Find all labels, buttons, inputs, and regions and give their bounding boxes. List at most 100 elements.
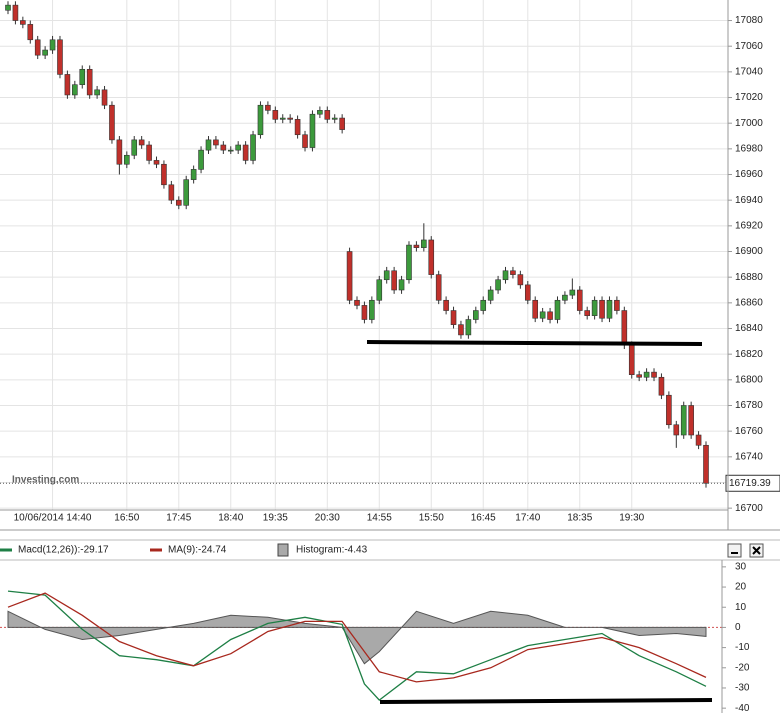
- candle-body: [161, 163, 167, 186]
- candle-body: [146, 144, 152, 161]
- candle-body: [599, 299, 605, 319]
- minimize-button[interactable]: [727, 543, 742, 558]
- candle-body: [250, 134, 256, 161]
- candle-body: [57, 39, 63, 75]
- y-tick-label: 16860: [735, 297, 763, 308]
- candle-body: [502, 270, 509, 281]
- support-line: [366, 340, 703, 346]
- candle-body: [621, 310, 628, 346]
- candle-body: [391, 270, 397, 291]
- candle-body: [101, 89, 108, 106]
- y-tick-label: -20: [735, 662, 750, 673]
- x-tick-label: 20:30: [315, 513, 340, 524]
- candle-body: [79, 68, 86, 85]
- x-tick-label: 14:55: [367, 513, 392, 524]
- x-tick-label: 10/06/2014 14:40: [14, 513, 92, 524]
- y-tick-label: 16740: [735, 451, 763, 462]
- candle-body: [703, 444, 709, 484]
- x-tick-label: 17:40: [515, 513, 540, 524]
- close-icon: [752, 546, 761, 555]
- candle-body: [406, 244, 412, 281]
- candle-body: [510, 270, 516, 275]
- candle-body: [272, 110, 279, 120]
- x-tick-label: 18:40: [218, 513, 243, 524]
- candle-body: [532, 299, 539, 319]
- candle-body: [12, 4, 19, 21]
- candle-body: [591, 299, 598, 316]
- candle-body: [331, 117, 338, 120]
- candle-body: [265, 104, 271, 111]
- y-tick-label: 0: [735, 622, 741, 633]
- x-tick-label: 19:30: [619, 513, 644, 524]
- candle-body: [376, 279, 383, 301]
- candle-body: [673, 424, 680, 436]
- candle-body: [34, 39, 41, 56]
- candle-body: [198, 149, 204, 170]
- candle-body: [562, 294, 568, 301]
- candle-body: [287, 117, 293, 120]
- candle-body: [205, 139, 212, 151]
- candle-body: [435, 274, 442, 301]
- candle-body: [413, 244, 420, 248]
- candle-body: [27, 24, 34, 41]
- candle-body: [168, 184, 175, 201]
- y-tick-label: 16820: [735, 349, 763, 360]
- candle-body: [64, 74, 71, 96]
- y-tick-label: -10: [735, 642, 750, 653]
- y-tick-label: 17060: [735, 41, 763, 52]
- candle-body: [383, 270, 390, 281]
- candle-body: [495, 279, 501, 291]
- candle-body: [72, 84, 78, 96]
- candle-body: [309, 113, 316, 148]
- x-tick-label: 16:45: [471, 513, 496, 524]
- candle-body: [339, 117, 345, 130]
- candle-body: [227, 149, 234, 152]
- last-price-label: 16719.39: [729, 478, 771, 489]
- y-tick-label: 16960: [735, 169, 763, 180]
- candle-body: [94, 89, 100, 96]
- candle-body: [428, 239, 435, 275]
- y-tick-label: 16980: [735, 143, 763, 154]
- candle-body: [584, 310, 590, 316]
- candle-body: [636, 374, 642, 378]
- y-tick-label: 30: [735, 562, 747, 573]
- histogram-area: [7, 610, 707, 665]
- legend-label: Histogram:-4.43: [296, 545, 368, 556]
- candle-body: [465, 319, 472, 336]
- y-tick-label: 20: [735, 582, 747, 593]
- candle-body: [324, 110, 331, 120]
- candle-body: [220, 144, 227, 151]
- close-button[interactable]: [749, 543, 764, 558]
- candle-body: [666, 394, 672, 426]
- y-tick-label: 17040: [735, 67, 763, 78]
- candle-body: [643, 371, 650, 378]
- minimize-box[interactable]: [727, 543, 742, 558]
- y-tick-label: 17000: [735, 118, 763, 129]
- y-tick-label: 16760: [735, 426, 763, 437]
- price-panel: 1670016720167401676016780168001682016840…: [0, 0, 780, 524]
- candle-body: [658, 376, 665, 396]
- candle-body: [49, 39, 56, 51]
- y-tick-label: 16900: [735, 246, 763, 257]
- candle-body: [131, 139, 138, 156]
- x-tick-label: 17:45: [166, 513, 191, 524]
- y-tick-label: 16940: [735, 195, 763, 206]
- candle-body: [517, 274, 524, 286]
- candle-body: [109, 104, 115, 141]
- candle-body: [680, 405, 687, 436]
- candle-body: [302, 134, 308, 148]
- candle-body: [86, 68, 93, 96]
- candle-body: [480, 299, 487, 311]
- candle-body: [213, 139, 219, 146]
- candle-body: [614, 299, 620, 311]
- candle-body: [354, 299, 360, 306]
- candle-body: [539, 311, 546, 319]
- candle-body: [242, 144, 249, 161]
- y-tick-label: 16800: [735, 374, 763, 385]
- y-tick-label: 16920: [735, 220, 763, 231]
- candle-body: [116, 139, 123, 165]
- candle-body: [369, 299, 375, 320]
- x-tick-label: 19:35: [263, 513, 288, 524]
- last-price-box: [725, 474, 780, 492]
